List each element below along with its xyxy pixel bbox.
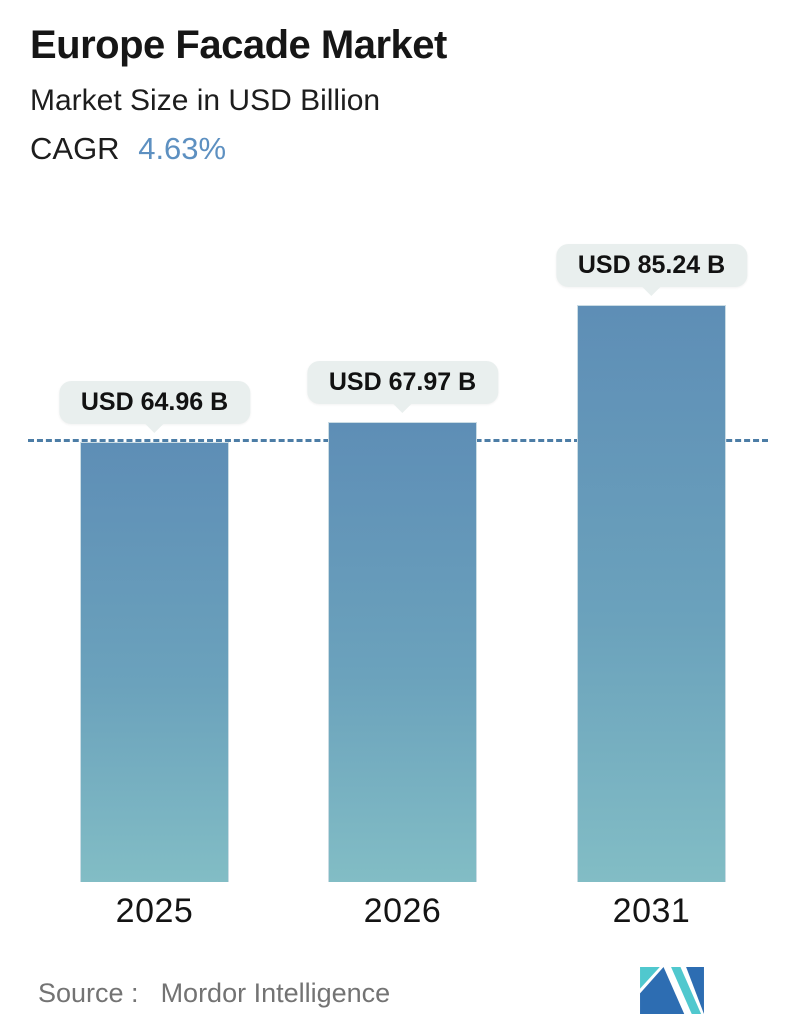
source-value: Mordor Intelligence (160, 978, 391, 1008)
value-callout-2025: USD 64.96 B (58, 381, 251, 424)
source-row: Source : Mordor Intelligence (38, 978, 390, 1009)
bar-group-2025: USD 64.96 B 2025 (58, 0, 251, 1034)
axis-label-2025: 2025 (115, 892, 194, 930)
axis-label-2026: 2026 (363, 892, 442, 930)
bar-group-2026: USD 67.97 B 2026 (306, 0, 499, 1034)
value-callout-2031: USD 85.24 B (555, 244, 748, 287)
cagr-value: 4.63% (138, 130, 227, 166)
value-callout-2026: USD 67.97 B (306, 361, 499, 404)
bar-group-2031: USD 85.24 B 2031 (555, 0, 748, 1034)
chart-title: Europe Facade Market (30, 23, 447, 67)
axis-label-2031: 2031 (612, 892, 691, 930)
cagr-label: CAGR (30, 130, 120, 166)
source-label: Source : (38, 978, 139, 1008)
bar-2025 (80, 442, 229, 882)
bar-2031 (577, 305, 726, 882)
chart-header: Europe Facade Market Market Size in USD … (30, 22, 447, 166)
bar-2026 (328, 422, 477, 882)
chart-subtitle: Market Size in USD Billion (30, 84, 381, 117)
cagr-row: CAGR 4.63% (30, 131, 447, 167)
mordor-intelligence-logo (640, 967, 704, 1014)
